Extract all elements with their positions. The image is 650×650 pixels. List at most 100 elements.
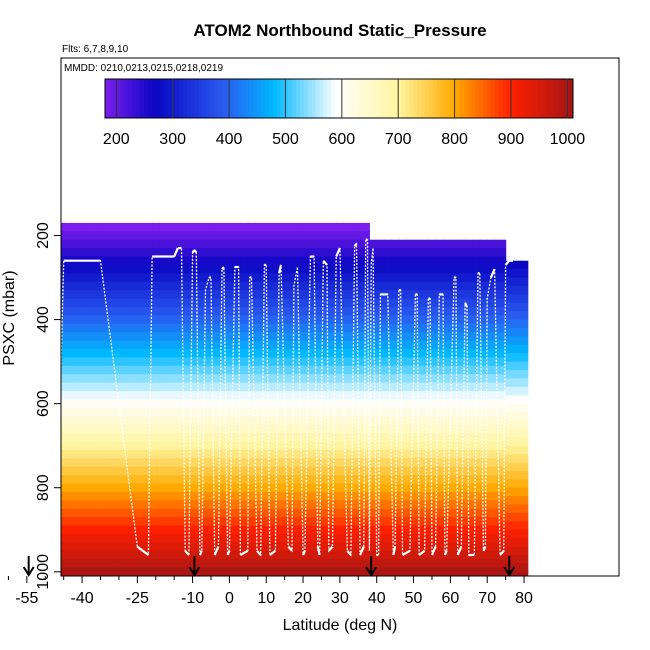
heatmap-cell bbox=[343, 449, 352, 459]
heatmap-cell bbox=[93, 273, 102, 283]
heatmap-cell bbox=[174, 441, 183, 451]
heatmap-cell bbox=[384, 382, 393, 392]
heatmap-cell bbox=[85, 559, 94, 569]
heatmap-cell bbox=[78, 281, 87, 291]
heatmap-cell bbox=[255, 491, 264, 501]
heatmap-cell bbox=[174, 222, 183, 232]
heatmap-cell bbox=[93, 222, 102, 232]
colorbar-swatch bbox=[553, 79, 558, 118]
heatmap-cell bbox=[306, 382, 315, 392]
heatmap-cell bbox=[435, 273, 444, 283]
heatmap-cell bbox=[233, 533, 242, 543]
heatmap-cell bbox=[100, 533, 109, 543]
heatmap-cell bbox=[129, 567, 138, 576]
heatmap-cell bbox=[233, 222, 242, 232]
heatmap-cell bbox=[93, 391, 102, 401]
heatmap-cell bbox=[306, 281, 315, 291]
heatmap-cell bbox=[1, 425, 9, 434]
colorbar-swatch bbox=[132, 79, 137, 118]
heatmap-cell bbox=[129, 332, 138, 342]
heatmap-cell bbox=[299, 483, 308, 493]
heatmap-cell bbox=[174, 525, 183, 535]
heatmap-cell bbox=[19, 332, 27, 341]
heatmap-cell bbox=[479, 399, 488, 409]
heatmap-cell bbox=[384, 281, 393, 291]
heatmap-cell bbox=[487, 449, 496, 459]
heatmap-cell bbox=[233, 382, 242, 392]
heatmap-cell bbox=[306, 273, 315, 283]
heatmap-cell bbox=[505, 378, 514, 388]
heatmap-cell bbox=[314, 433, 323, 443]
heatmap-cell bbox=[137, 256, 146, 266]
heatmap-cell bbox=[413, 248, 422, 258]
heatmap-cell bbox=[343, 407, 352, 417]
heatmap-cell bbox=[100, 374, 109, 384]
heatmap-cell bbox=[255, 458, 264, 468]
heatmap-cell bbox=[435, 256, 444, 266]
heatmap-cell bbox=[376, 256, 385, 266]
heatmap-cell bbox=[406, 500, 415, 510]
heatmap-cell bbox=[247, 433, 256, 443]
heatmap-cell bbox=[19, 240, 27, 249]
heatmap-cell bbox=[306, 298, 315, 308]
heatmap-cell bbox=[277, 222, 286, 232]
heatmap-cell bbox=[115, 500, 124, 510]
heatmap-cell bbox=[520, 378, 529, 388]
heatmap-cell bbox=[472, 315, 481, 325]
heatmap-cell bbox=[384, 567, 393, 576]
heatmap-cell bbox=[63, 273, 72, 283]
heatmap-cell bbox=[210, 290, 219, 300]
heatmap-cell bbox=[166, 231, 175, 241]
heatmap-cell bbox=[0, 475, 2, 484]
heatmap-cell bbox=[61, 231, 65, 241]
heatmap-cell bbox=[233, 340, 242, 350]
heatmap-cell bbox=[306, 391, 315, 401]
heatmap-cell bbox=[63, 264, 72, 274]
heatmap-cell bbox=[100, 424, 109, 434]
heatmap-cell bbox=[494, 332, 503, 342]
heatmap-cell bbox=[196, 559, 205, 569]
heatmap-cell bbox=[365, 458, 370, 468]
heatmap-cell bbox=[292, 340, 300, 350]
heatmap-cell bbox=[16, 450, 20, 459]
heatmap-cell bbox=[269, 323, 278, 333]
heatmap-cell bbox=[306, 323, 315, 333]
heatmap-cell bbox=[328, 298, 337, 308]
x-tick-label: 0 bbox=[225, 590, 234, 607]
colorbar-swatch bbox=[210, 79, 215, 118]
heatmap-cell bbox=[435, 281, 444, 291]
heatmap-cell bbox=[299, 231, 308, 241]
heatmap-cell bbox=[152, 222, 161, 232]
heatmap-cell bbox=[115, 248, 124, 258]
heatmap-cell bbox=[413, 382, 422, 392]
heatmap-cell bbox=[203, 315, 212, 325]
heatmap-cell bbox=[49, 534, 57, 543]
heatmap-cell bbox=[358, 542, 367, 552]
heatmap-cell bbox=[384, 441, 393, 451]
track-level-segment bbox=[256, 550, 262, 556]
heatmap-cell bbox=[166, 298, 175, 308]
heatmap-cell bbox=[137, 365, 146, 375]
heatmap-cell bbox=[115, 525, 124, 535]
heatmap-cell bbox=[443, 323, 451, 333]
heatmap-cell bbox=[8, 433, 16, 442]
heatmap-cell bbox=[85, 407, 94, 417]
heatmap-cell bbox=[520, 269, 529, 279]
heatmap-cell bbox=[129, 407, 138, 417]
heatmap-cell bbox=[262, 399, 271, 409]
heatmap-cell bbox=[512, 420, 521, 430]
heatmap-cell bbox=[472, 424, 481, 434]
heatmap-cell bbox=[450, 340, 459, 350]
heatmap-cell bbox=[240, 491, 249, 501]
heatmap-cell bbox=[210, 550, 219, 560]
heatmap-cell bbox=[71, 382, 79, 392]
heatmap-cell bbox=[494, 306, 503, 316]
heatmap-cell bbox=[61, 517, 65, 527]
heatmap-cell bbox=[144, 391, 153, 401]
heatmap-cell bbox=[196, 239, 205, 249]
heatmap-cell bbox=[328, 239, 337, 249]
heatmap-cell bbox=[262, 542, 271, 552]
heatmap-cell bbox=[306, 248, 315, 258]
heatmap-cell bbox=[350, 332, 359, 342]
heatmap-cell bbox=[443, 298, 451, 308]
